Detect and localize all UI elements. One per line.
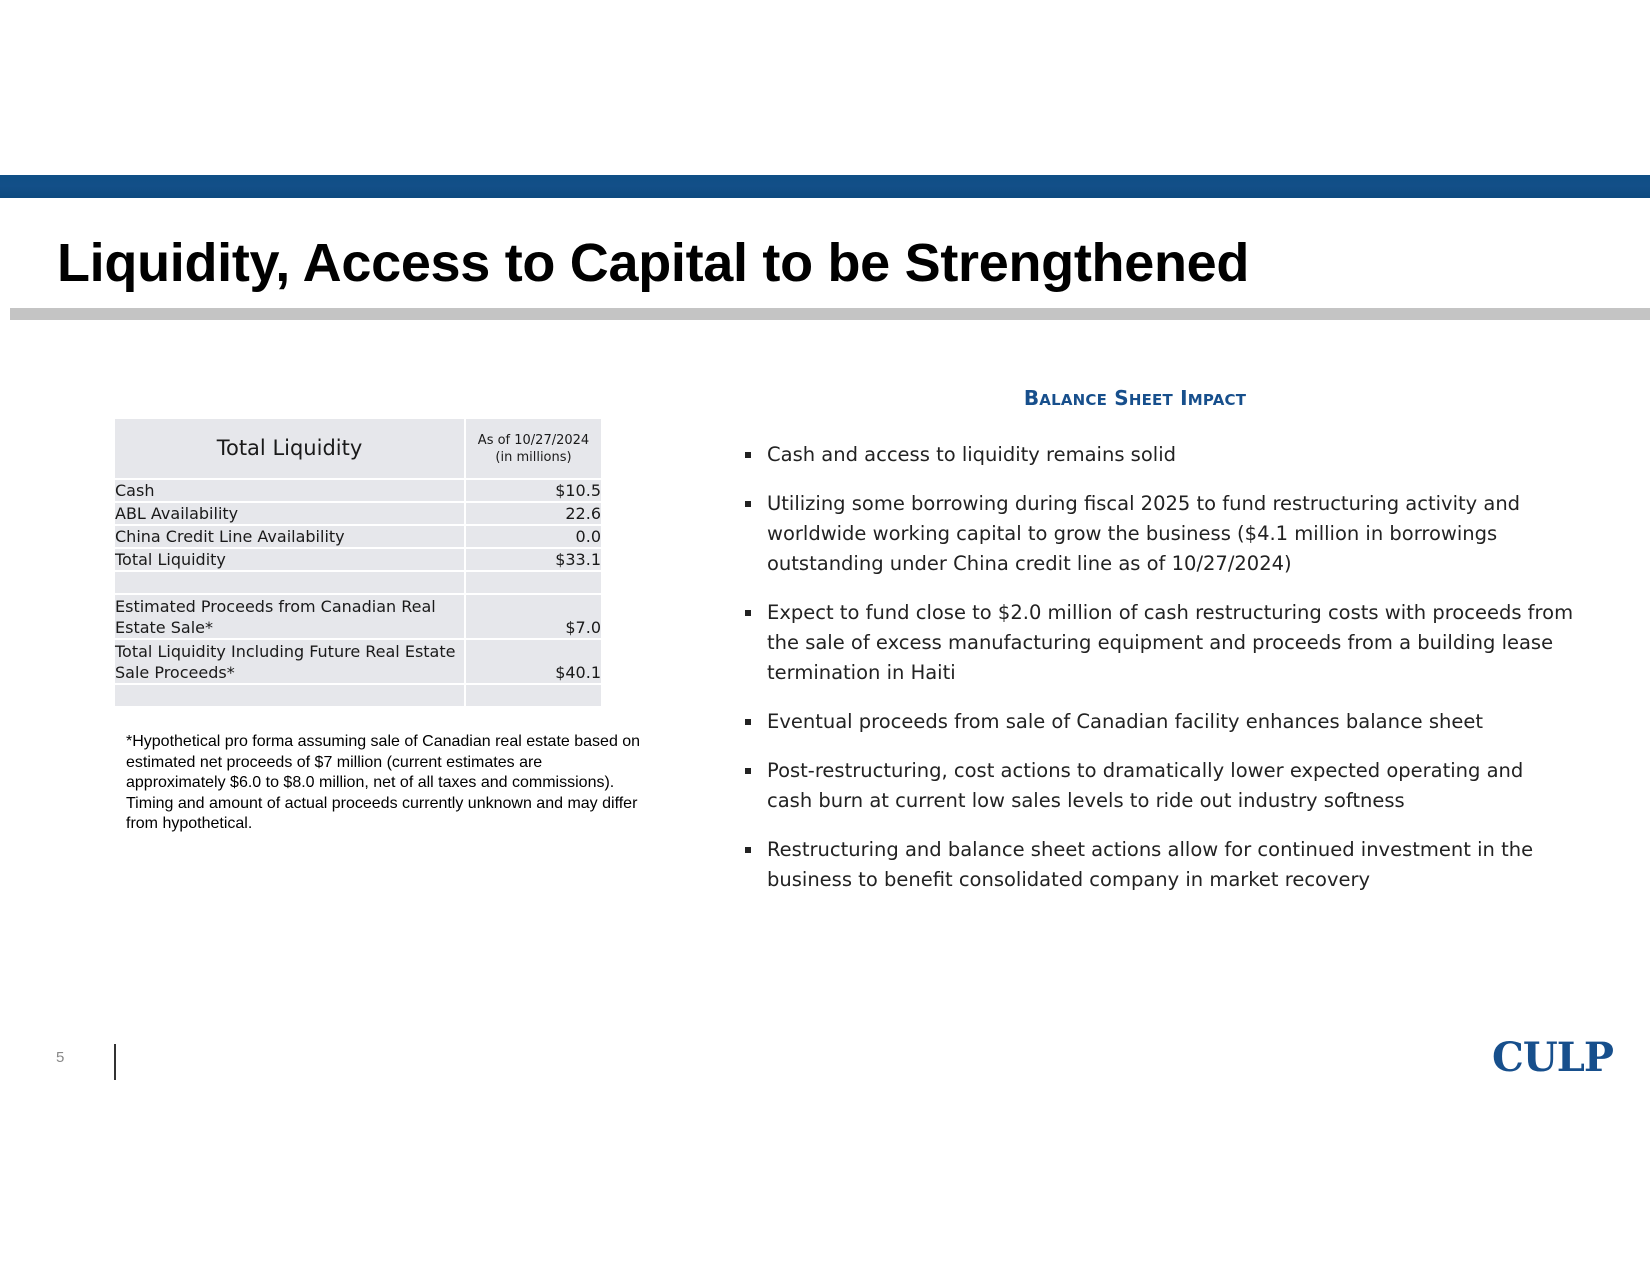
list-item: Cash and access to liquidity remains sol… bbox=[745, 440, 1625, 470]
liquidity-table: Total Liquidity As of 10/27/2024 (in mil… bbox=[115, 419, 603, 708]
bullet-text-line: cash burn at current low sales levels to… bbox=[767, 789, 1405, 812]
table-row: Cash $10.5 bbox=[115, 480, 603, 503]
table-row bbox=[115, 572, 603, 595]
table-row: Total Liquidity $33.1 bbox=[115, 549, 603, 572]
list-item: Eventual proceeds from sale of Canadian … bbox=[745, 707, 1625, 737]
row-label: China Credit Line Availability bbox=[115, 526, 466, 549]
bullet-text-line: Post-restructuring, cost actions to dram… bbox=[767, 759, 1524, 782]
table-row: Estimated Proceeds from Canadian Real Es… bbox=[115, 595, 603, 640]
section-heading: BALANCE SHEET IMPACT bbox=[1023, 386, 1247, 410]
bullet-text-line: Eventual proceeds from sale of Canadian … bbox=[767, 710, 1484, 733]
bullet-square-icon bbox=[745, 610, 751, 616]
list-item: Restructuring and balance sheet actions … bbox=[745, 835, 1625, 895]
bullet-square-icon bbox=[745, 452, 751, 458]
bullet-square-icon bbox=[745, 501, 751, 507]
culp-logo: CULP bbox=[1492, 1034, 1614, 1081]
footer-divider bbox=[114, 1044, 116, 1080]
bullet-text-line: outstanding under China credit line as o… bbox=[767, 552, 1292, 575]
page-number: 5 bbox=[56, 1049, 65, 1066]
header-date: As of 10/27/2024 bbox=[477, 432, 590, 448]
bullet-text-line: Cash and access to liquidity remains sol… bbox=[767, 443, 1176, 466]
bullet-text-line: business to benefit consolidated company… bbox=[767, 868, 1371, 891]
table-header-date: As of 10/27/2024 (in millions) bbox=[466, 419, 603, 480]
row-value bbox=[466, 572, 603, 595]
table-row bbox=[115, 685, 603, 708]
row-value: $10.5 bbox=[466, 480, 603, 503]
title-rule bbox=[10, 308, 1650, 320]
row-label: Estimated Proceeds from Canadian Real Es… bbox=[115, 595, 466, 640]
row-label bbox=[115, 572, 466, 595]
row-value bbox=[466, 685, 603, 708]
list-item: Utilizing some borrowing during fiscal 2… bbox=[745, 489, 1625, 579]
row-label: Total Liquidity Including Future Real Es… bbox=[115, 640, 466, 685]
list-item: Expect to fund close to $2.0 million of … bbox=[745, 598, 1625, 688]
bullet-square-icon bbox=[745, 719, 751, 725]
bullet-text-line: termination in Haiti bbox=[767, 661, 956, 684]
row-label: ABL Availability bbox=[115, 503, 466, 526]
row-label: Total Liquidity bbox=[115, 549, 466, 572]
table-row: China Credit Line Availability 0.0 bbox=[115, 526, 603, 549]
bullet-text-line: Utilizing some borrowing during fiscal 2… bbox=[767, 492, 1521, 515]
list-item: Post-restructuring, cost actions to dram… bbox=[745, 756, 1625, 816]
row-value: 0.0 bbox=[466, 526, 603, 549]
bullet-square-icon bbox=[745, 847, 751, 853]
bullet-text-line: worldwide working capital to grow the bu… bbox=[767, 522, 1498, 545]
row-value: $40.1 bbox=[466, 640, 603, 685]
bullet-square-icon bbox=[745, 768, 751, 774]
table-row: Total Liquidity Including Future Real Es… bbox=[115, 640, 603, 685]
table-header-title: Total Liquidity bbox=[115, 419, 466, 480]
table-row: ABL Availability 22.6 bbox=[115, 503, 603, 526]
row-value: $7.0 bbox=[466, 595, 603, 640]
header-band bbox=[0, 175, 1650, 198]
bullet-text-line: Expect to fund close to $2.0 million of … bbox=[767, 601, 1574, 624]
page-title: Liquidity, Access to Capital to be Stren… bbox=[57, 233, 1250, 293]
row-label bbox=[115, 685, 466, 708]
row-value: $33.1 bbox=[466, 549, 603, 572]
footnote: *Hypothetical pro forma assuming sale of… bbox=[126, 733, 641, 832]
bullet-text-line: the sale of excess manufacturing equipme… bbox=[767, 631, 1554, 654]
bullet-list: Cash and access to liquidity remains sol… bbox=[745, 440, 1625, 914]
bullet-text-line: Restructuring and balance sheet actions … bbox=[767, 838, 1534, 861]
row-label: Cash bbox=[115, 480, 466, 503]
row-value: 22.6 bbox=[466, 503, 603, 526]
table-header-row: Total Liquidity As of 10/27/2024 (in mil… bbox=[115, 419, 603, 480]
header-unit: (in millions) bbox=[495, 449, 572, 465]
